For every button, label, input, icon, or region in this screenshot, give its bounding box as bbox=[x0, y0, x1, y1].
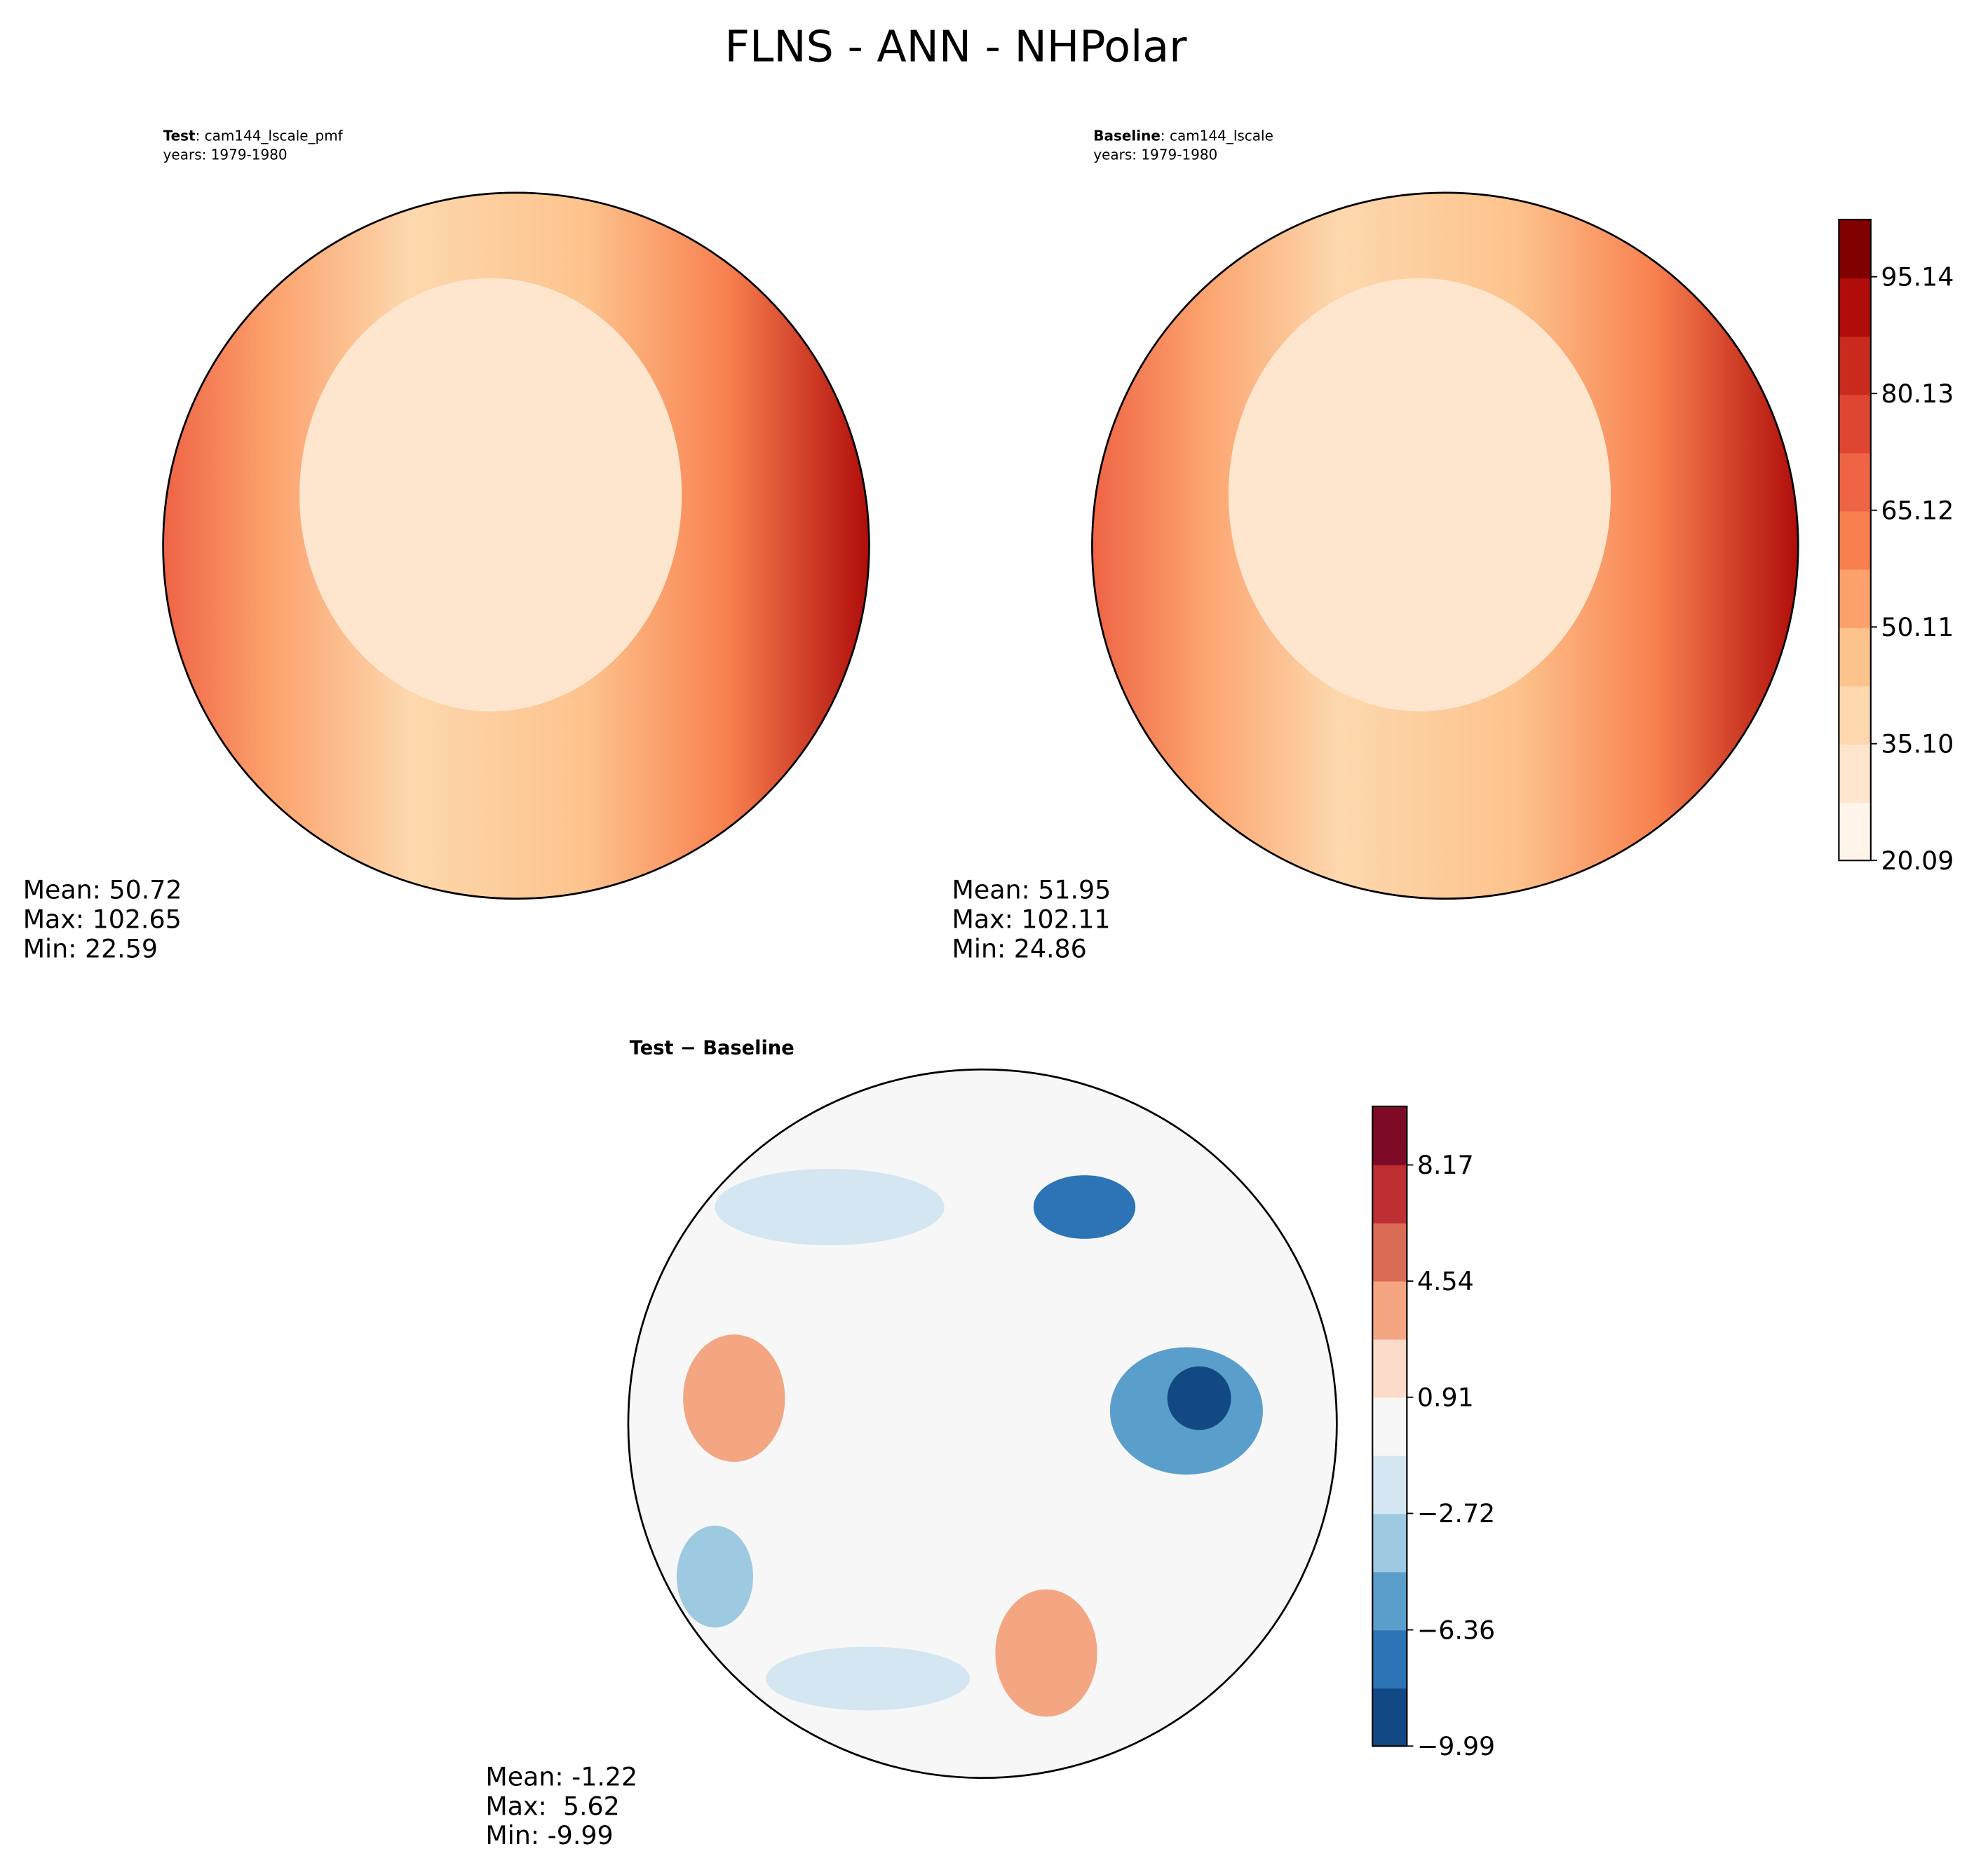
colorbar-tick-label: 95.14 bbox=[1881, 262, 1954, 292]
map-field bbox=[1228, 278, 1611, 712]
colorbar-band bbox=[1372, 1280, 1407, 1340]
colorbar-band bbox=[1839, 278, 1871, 337]
colorbar-band bbox=[1372, 1397, 1407, 1456]
map-anomaly bbox=[683, 1334, 785, 1462]
colorbar-band bbox=[1372, 1222, 1407, 1282]
map-anomaly bbox=[1167, 1366, 1231, 1430]
colorbar-tick-label: 0.91 bbox=[1417, 1382, 1474, 1412]
panel-stat: Mean: -1.22 bbox=[485, 1762, 637, 1792]
colorbar-band bbox=[1839, 336, 1871, 395]
colorbar-band bbox=[1372, 1513, 1407, 1573]
panel-stat: Min: 22.59 bbox=[23, 933, 158, 963]
colorbar-band bbox=[1372, 1106, 1407, 1165]
map-anomaly bbox=[995, 1589, 1097, 1717]
colorbar-band bbox=[1372, 1571, 1407, 1631]
panel-case: : cam144_lscale_pmf bbox=[196, 127, 344, 144]
colorbar-band bbox=[1839, 569, 1871, 628]
colorbar-frame bbox=[1372, 1105, 1408, 1747]
panel-stat: Max: 102.65 bbox=[23, 904, 182, 935]
colorbar-tick-label: −2.72 bbox=[1417, 1498, 1495, 1529]
colorbar-tick-label: 20.09 bbox=[1881, 846, 1954, 876]
map-anomaly bbox=[766, 1646, 970, 1711]
map-border bbox=[627, 1068, 1338, 1780]
colorbar-band bbox=[1372, 1688, 1407, 1747]
colorbar-tick-label: 4.54 bbox=[1417, 1266, 1474, 1296]
map-border bbox=[1091, 191, 1799, 900]
panel-stat: Mean: 51.95 bbox=[952, 875, 1111, 905]
colorbar-band bbox=[1372, 1630, 1407, 1689]
panel-years: years: 1979-1980 bbox=[163, 147, 288, 163]
colorbar-band bbox=[1839, 685, 1871, 745]
panel-case: : cam144_lscale bbox=[1161, 127, 1273, 144]
colorbar-tick-label: 8.17 bbox=[1417, 1150, 1474, 1180]
map-anomaly bbox=[676, 1525, 754, 1628]
colorbar-band bbox=[1839, 219, 1871, 279]
panel-label: Baseline bbox=[1093, 127, 1161, 144]
figure-title: FLNS - ANN - NHPolar bbox=[724, 22, 1187, 72]
panel-label: Test bbox=[163, 127, 196, 144]
colorbar-frame bbox=[1838, 218, 1872, 862]
colorbar-band bbox=[1372, 1455, 1407, 1515]
panel-years: years: 1979-1980 bbox=[1093, 147, 1217, 163]
colorbar-tick-label: −9.99 bbox=[1417, 1731, 1495, 1761]
colorbar-band bbox=[1372, 1339, 1407, 1398]
panel-stat: Max: 5.62 bbox=[485, 1791, 619, 1821]
panel-header: Test: cam144_lscale_pmf bbox=[163, 127, 344, 144]
panel-stat: Max: 102.11 bbox=[952, 904, 1111, 935]
colorbar-band bbox=[1839, 743, 1871, 803]
colorbar-band bbox=[1839, 802, 1871, 862]
colorbar-band bbox=[1839, 394, 1871, 454]
colorbar-tick-label: 80.13 bbox=[1881, 379, 1954, 409]
map-border bbox=[162, 191, 870, 900]
colorbar-band bbox=[1372, 1164, 1407, 1224]
colorbar-band bbox=[1839, 627, 1871, 686]
panel-header: Baseline: cam144_lscale bbox=[1093, 127, 1273, 144]
panel-stat: Min: 24.86 bbox=[952, 933, 1087, 963]
map-anomaly bbox=[715, 1168, 945, 1246]
map-anomaly bbox=[1033, 1175, 1136, 1239]
colorbar-band bbox=[1839, 452, 1871, 512]
panel-stat: Mean: 50.72 bbox=[23, 875, 182, 905]
map-field bbox=[628, 1069, 1337, 1778]
map-field bbox=[299, 278, 682, 712]
colorbar-tick-label: 50.11 bbox=[1881, 612, 1954, 642]
colorbar-tick-label: 35.10 bbox=[1881, 729, 1954, 759]
panel-title: Test − Baseline bbox=[630, 1037, 794, 1059]
panel-stat: Min: -9.99 bbox=[485, 1820, 613, 1850]
colorbar-band bbox=[1839, 510, 1871, 570]
colorbar-tick-label: −6.36 bbox=[1417, 1615, 1495, 1645]
colorbar-tick-label: 65.12 bbox=[1881, 495, 1954, 525]
